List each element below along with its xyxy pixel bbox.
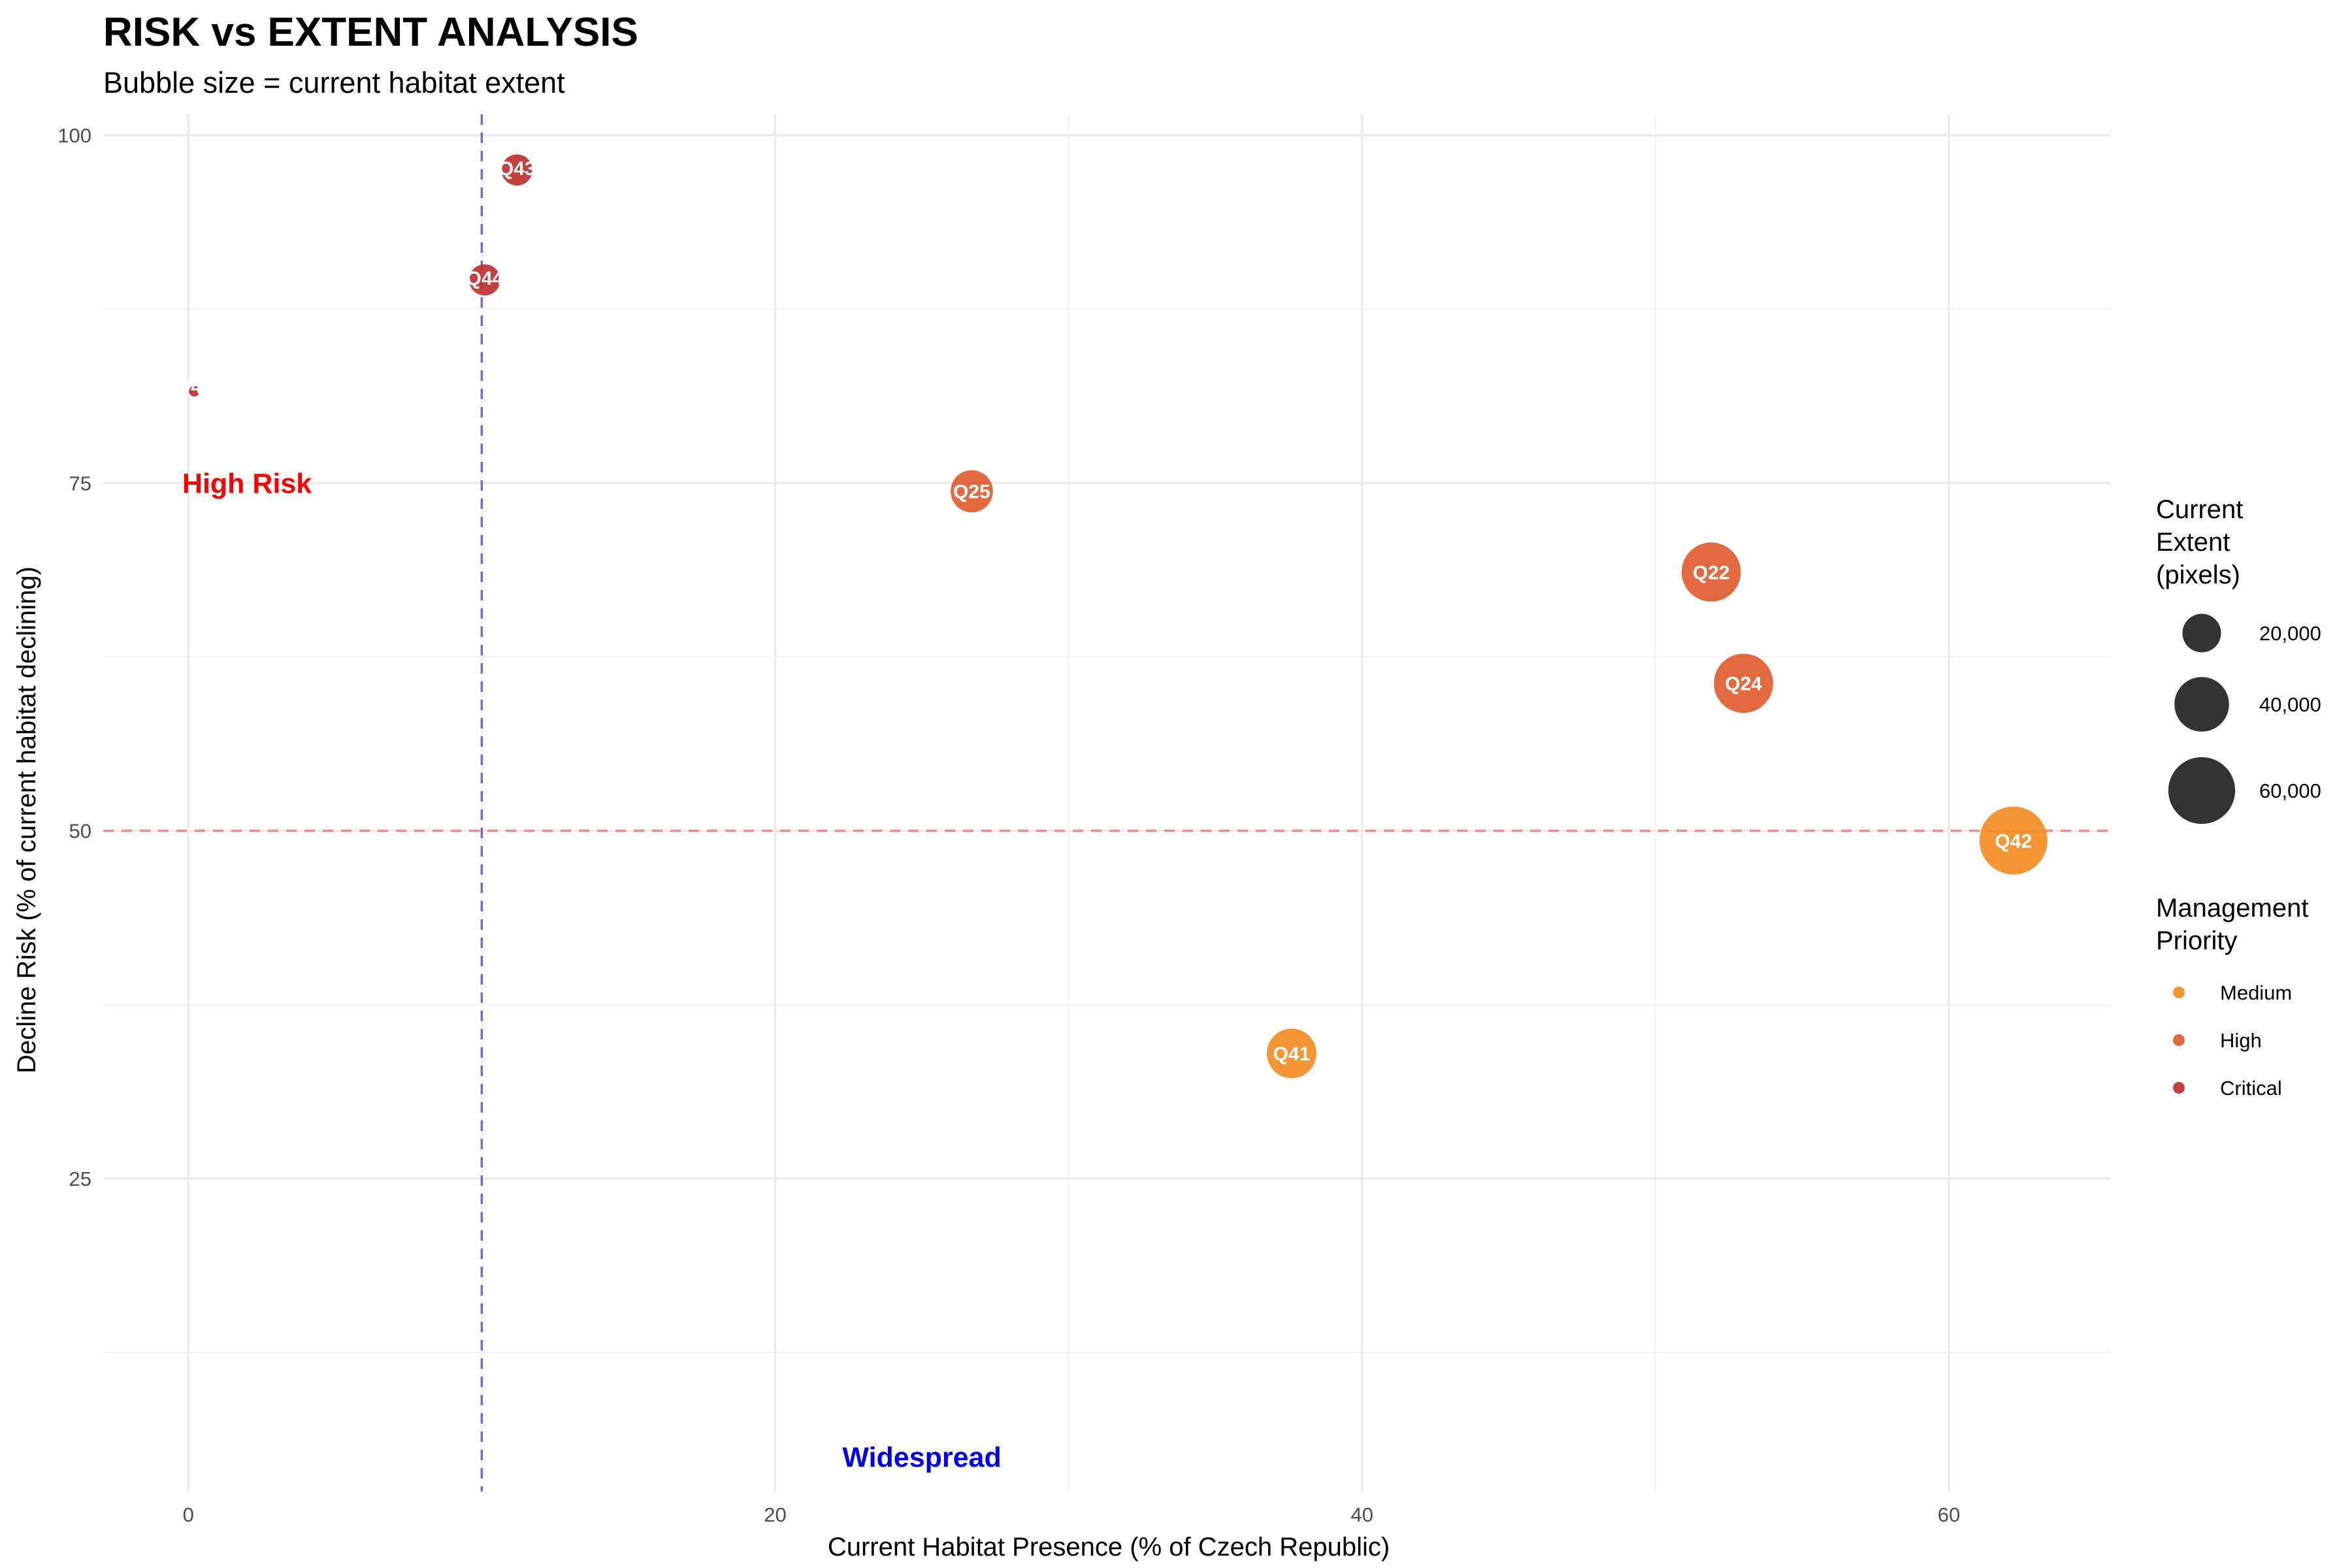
size-legend-key [2182, 613, 2221, 653]
bubble-label: Q25 [953, 482, 990, 503]
color-legend-key [2173, 987, 2185, 998]
color-legend-label: Medium [2220, 981, 2292, 1004]
y-tick-label: 75 [69, 472, 91, 495]
y-tick-label: 100 [57, 124, 91, 147]
plot-grid [103, 114, 2110, 1492]
size-legend-title: Extent [2156, 528, 2230, 557]
bubble-label: Q42 [1995, 830, 2032, 852]
data-points: Q43 Q44 Q45 Q25 Q22 Q24 Q42 Q41 [176, 154, 2048, 1079]
size-legend-label: 40,000 [2259, 693, 2321, 716]
color-legend-label: High [2220, 1029, 2262, 1052]
color-legend-key [2173, 1082, 2185, 1094]
size-legend-title: Current [2156, 495, 2243, 524]
annotation-widespread: Widespread [842, 1442, 1001, 1473]
x-tick-label: 60 [1938, 1503, 1960, 1526]
annotation-high-risk: High Risk [182, 468, 312, 499]
size-legend: Current Extent (pixels) 20,000 40,000 60,000 [2156, 495, 2321, 825]
x-tick-label: 40 [1350, 1503, 1373, 1526]
y-tick-label: 50 [69, 820, 91, 843]
reference-lines [103, 114, 2110, 1492]
bubble-q42 [1979, 806, 2048, 875]
annotations: High Risk Widespread [182, 468, 1002, 1473]
bubble-q24 [1714, 653, 1773, 713]
color-legend-title: Priority [2156, 926, 2237, 955]
bubble-label: Q22 [1693, 562, 1730, 583]
y-axis-label: Decline Risk (% of current habitat decli… [12, 566, 41, 1073]
bubble-q45 [189, 385, 200, 397]
x-tick-label: 20 [764, 1503, 786, 1526]
size-legend-key [2168, 757, 2236, 825]
size-legend-label: 20,000 [2259, 622, 2321, 645]
bubble-q44 [469, 264, 500, 296]
bubble-q22 [1681, 542, 1741, 602]
color-legend-label: Critical [2220, 1077, 2282, 1100]
bubble-label: Q41 [1273, 1043, 1311, 1065]
bubble-q25 [951, 470, 993, 513]
bubble-label: Q45 [176, 376, 213, 397]
y-tick-label: 25 [69, 1168, 91, 1190]
size-legend-key [2174, 677, 2229, 732]
chart-subtitle: Bubble size = current habitat extent [103, 66, 565, 99]
bubble-q43 [501, 154, 533, 186]
color-legend-key [2173, 1034, 2185, 1046]
size-legend-title: (pixels) [2156, 561, 2240, 589]
bubble-label: Q43 [498, 158, 536, 180]
chart-title: RISK vs EXTENT ANALYSIS [103, 10, 638, 55]
color-legend-title: Management [2156, 894, 2308, 923]
bubble-q41 [1267, 1028, 1316, 1079]
axis-ticks: 0 20 40 60 25 50 75 100 [57, 124, 1960, 1526]
bubble-label: Q44 [466, 268, 504, 289]
x-axis-label: Current Habitat Presence (% of Czech Rep… [828, 1533, 1390, 1561]
x-tick-label: 0 [183, 1503, 194, 1526]
color-legend: Management Priority Medium High Critical [2156, 894, 2308, 1100]
bubble-label: Q24 [1725, 674, 1762, 695]
size-legend-label: 60,000 [2259, 779, 2321, 802]
